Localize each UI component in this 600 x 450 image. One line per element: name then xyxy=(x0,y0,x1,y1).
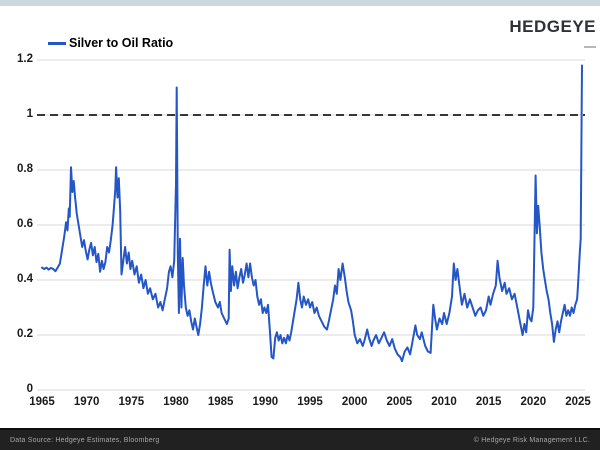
y-tick-label: 1.2 xyxy=(17,53,33,65)
x-tick-label: 1965 xyxy=(29,396,55,408)
x-tick-label: 1980 xyxy=(163,396,189,408)
x-tick-label: 1975 xyxy=(118,396,145,408)
footer-bar: Data Source: Hedgeye Estimates, Bloomber… xyxy=(0,428,600,450)
y-tick-label: 0 xyxy=(26,383,33,395)
top-accent-strip xyxy=(0,0,600,6)
data-source-note: Data Source: Hedgeye Estimates, Bloomber… xyxy=(10,436,160,444)
x-tick-label: 2020 xyxy=(520,396,547,408)
hedgeye-logo-underline xyxy=(584,46,596,48)
legend-line-swatch xyxy=(48,41,66,45)
copyright-note: © Hedgeye Risk Management LLC. xyxy=(473,436,590,444)
x-tick-label: 2025 xyxy=(565,396,591,408)
x-tick-label: 2005 xyxy=(386,396,413,408)
y-tick-label: 0.6 xyxy=(17,218,33,230)
silver-to-oil-ratio-series xyxy=(41,64,583,363)
x-tick-label: 1995 xyxy=(297,396,323,408)
y-tick-label: 0.8 xyxy=(17,163,33,175)
legend-series-label: Silver to Oil Ratio xyxy=(69,36,174,50)
chart-legend: Silver to Oil Ratio xyxy=(48,36,173,50)
y-tick-label: 1 xyxy=(26,108,33,120)
hedgeye-logo: HEDGEYE xyxy=(509,17,596,36)
x-tick-label: 1985 xyxy=(207,396,234,408)
x-tick-label: 2000 xyxy=(341,396,368,408)
x-tick-label: 1990 xyxy=(252,396,279,408)
y-tick-label: 0.2 xyxy=(17,328,33,340)
y-tick-label: 0.4 xyxy=(17,273,33,285)
x-tick-label: 2010 xyxy=(431,396,457,408)
x-tick-label: 2015 xyxy=(475,396,502,408)
x-tick-label: 1970 xyxy=(73,396,100,408)
